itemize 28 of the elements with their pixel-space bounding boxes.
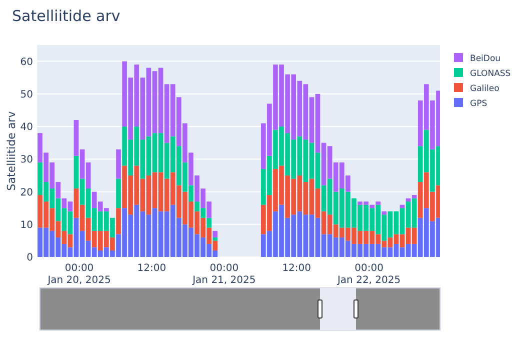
bar: [370, 204, 374, 208]
y-axis-title: Satelliitide arv: [5, 110, 18, 191]
x-tick-label: 00:00 Jan 22, 2025: [336, 263, 401, 286]
bar: [412, 195, 417, 198]
legend-label: BeiDou: [470, 54, 501, 64]
bar: [116, 178, 121, 208]
y-tick-label: 60: [20, 56, 33, 68]
bar: [382, 211, 387, 215]
y-tick-label: 50: [20, 89, 33, 100]
x-tick-label: 00:00 Jan 20, 2025: [46, 263, 111, 286]
y-tick-label: 30: [20, 154, 33, 166]
bar: [376, 202, 381, 205]
bar: [116, 149, 121, 179]
x-tick-label: 12:00: [282, 263, 312, 274]
y-tick-label: 10: [20, 220, 33, 231]
y-tick-label: 20: [20, 187, 33, 198]
y-tick-label: 0: [26, 252, 33, 264]
x-tick-label: 12:00: [137, 263, 166, 274]
bar: [212, 237, 218, 241]
bar: [116, 208, 121, 234]
legend-label: GPS: [470, 99, 488, 109]
y-tick-label: 40: [20, 122, 33, 134]
bar: [206, 218, 212, 228]
bar: [212, 230, 218, 238]
legend-label: GLONASS: [470, 69, 511, 79]
chart-title: Satelliitide arv: [12, 7, 120, 25]
x-tick-label: 00:00 Jan 21, 2025: [192, 263, 256, 286]
legend-label: Galileo: [470, 84, 500, 94]
